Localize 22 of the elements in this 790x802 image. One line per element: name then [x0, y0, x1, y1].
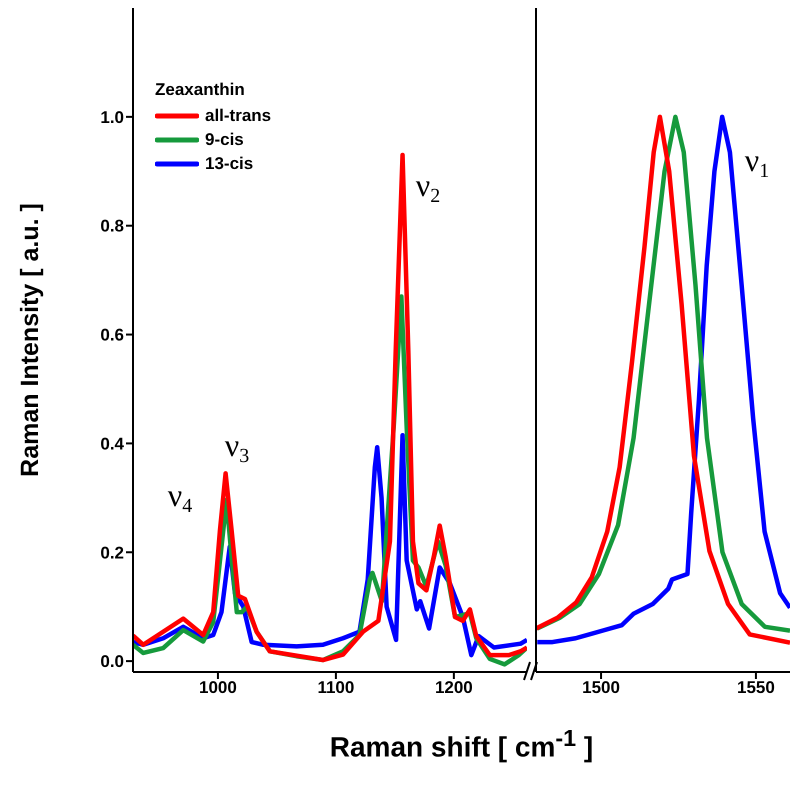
y-tick-label: 1.0 [100, 108, 124, 127]
y-tick-label: 0.8 [100, 216, 124, 236]
x-tick-label: 1500 [582, 678, 620, 698]
line-series [133, 152, 527, 662]
y-tick-label: 0.0 [100, 652, 124, 672]
x-tick-label: 1550 [737, 678, 775, 698]
y-tick-label: 0.4 [100, 434, 125, 454]
y-tick-label: 0.6 [100, 326, 124, 345]
legend-title: Zeaxanthin [155, 80, 245, 99]
legend-label: 13-cis [205, 154, 254, 173]
x-tick-label: 1000 [199, 678, 237, 698]
x-tick-label: 1100 [317, 678, 354, 698]
annotation: ν$_{3}$ [224, 427, 250, 467]
legend-label: all-trans [205, 106, 272, 125]
annotation: ν$_{1}$ [744, 142, 770, 182]
x-tick-label: 1200 [434, 678, 473, 698]
y-axis-title: Raman Intensity [ a.u. ] [16, 203, 44, 477]
annotation: ν$_{2}$ [416, 167, 440, 207]
legend-label: 9-cis [205, 130, 244, 149]
x-axis-title: Raman shift [ cm$^{-1}$ ] [330, 725, 594, 762]
y-tick-label: 0.2 [100, 543, 124, 562]
annotation: ν$_{4}$ [168, 477, 192, 517]
